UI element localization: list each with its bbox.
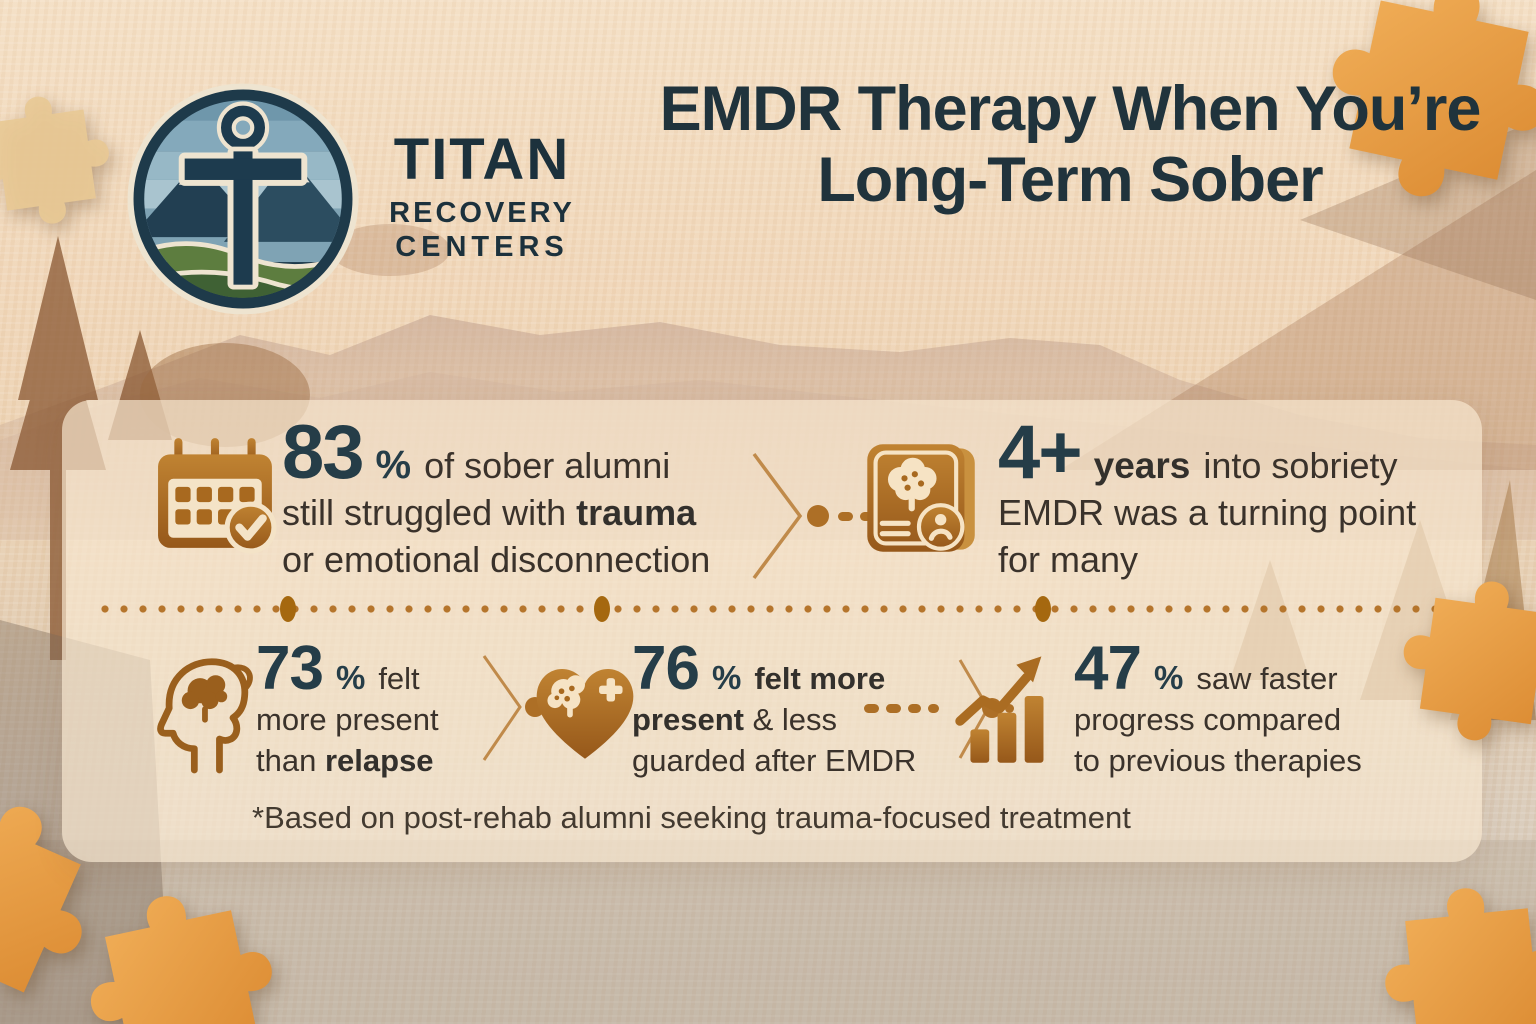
stat-73-l3a: than <box>256 743 317 778</box>
stat-73-l3b: relapse <box>324 743 434 778</box>
stat-73-line-2: more present <box>256 702 439 737</box>
bottom-mist <box>0 840 1536 1024</box>
brand-wordmark: TITAN RECOVERY CENTERS <box>362 130 602 264</box>
stat-73-value: 73 <box>256 634 324 703</box>
stat-47-line-1: 47% saw faster <box>1074 634 1362 703</box>
divider-big-dot <box>1035 596 1052 622</box>
stat-73-line-1: 73% felt <box>256 634 439 703</box>
stat-76-value: 76 <box>632 634 700 703</box>
stat-47-value: 47 <box>1074 634 1142 703</box>
brand-recovery: RECOVERY <box>389 197 575 229</box>
stat-83-lead: of sober alumni <box>424 445 671 486</box>
stat-76-l2b: & less <box>752 702 838 737</box>
growth-chart-icon <box>955 656 1044 763</box>
forest-slope <box>1060 170 1536 470</box>
stat-76-line-2: present & less <box>632 700 916 739</box>
calendar-check-icon <box>158 438 277 554</box>
titan-logo <box>127 83 359 315</box>
stat-83-unit: % <box>375 443 412 487</box>
stat-76-l2a: present <box>632 702 744 737</box>
stat-76-line-3: guarded after EMDR <box>632 743 917 778</box>
stat-83-line-1: 83% of sober alumni <box>282 410 710 495</box>
stat-73: 73% felt more present than relapse <box>256 634 439 780</box>
divider-big-dot <box>280 596 297 622</box>
stat-47-lead: saw faster <box>1196 661 1338 696</box>
brand-name: TITAN <box>393 127 571 192</box>
heart-plus-icon <box>536 668 634 759</box>
stat-76: 76% felt more present & less guarded afte… <box>632 634 917 780</box>
brand-centers: CENTERS <box>395 231 569 263</box>
page-title: EMDR Therapy When You’re Long-Term Sober <box>626 74 1514 216</box>
stat-47-unit: % <box>1153 659 1184 696</box>
stat-83-l2b: trauma <box>576 492 697 533</box>
tree-canopy-2 <box>330 224 450 276</box>
stat-83-value: 83 <box>282 410 365 495</box>
stat-83-line-3: or emotional disconnection <box>282 539 711 580</box>
stat-4plus-line-3: for many <box>998 539 1139 580</box>
title-line-1: EMDR Therapy When You’re <box>659 74 1482 144</box>
puzzle-piece-bottom-right <box>1376 879 1536 1024</box>
title-line-2: Long-Term Sober <box>817 145 1323 215</box>
stat-83-line-2: still struggled with trauma <box>282 490 710 535</box>
stat-83-l2a: still struggled with <box>282 492 567 533</box>
stat-4plus: 4+ years into sobriety EMDR was a turning … <box>998 410 1417 582</box>
stat-73-line-3: than relapse <box>256 741 439 780</box>
stat-76-unit: % <box>711 659 742 696</box>
stat-76-lead: felt more <box>754 661 886 696</box>
stat-73-unit: % <box>335 659 366 696</box>
stat-4plus-lead: into sobriety <box>1203 445 1398 486</box>
footnote: *Based on post-rehab alumni seeking trau… <box>252 800 1131 835</box>
stat-47-line-2: progress compared <box>1074 702 1342 737</box>
stat-4plus-line-1: 4+ years into sobriety <box>998 410 1416 495</box>
stat-4plus-word: years <box>1093 445 1191 486</box>
stat-76-line-1: 76% felt more <box>632 634 916 703</box>
divider-big-dot <box>594 596 611 622</box>
dotted-divider <box>100 596 1436 622</box>
stat-4plus-line-2: EMDR was a turning point <box>998 492 1417 533</box>
stat-4plus-value: 4+ <box>998 410 1083 495</box>
stat-83: 83% of sober alumni still struggled with … <box>282 410 711 582</box>
stat-47: 47% saw faster progress compared to previ… <box>1074 634 1362 780</box>
puzzle-piece-right-edge <box>1392 570 1536 752</box>
stat-73-lead: felt <box>378 661 420 696</box>
head-brain-icon <box>157 658 253 774</box>
stat-47-line-3: to previous therapies <box>1074 743 1362 778</box>
book-brain-icon <box>867 444 975 552</box>
